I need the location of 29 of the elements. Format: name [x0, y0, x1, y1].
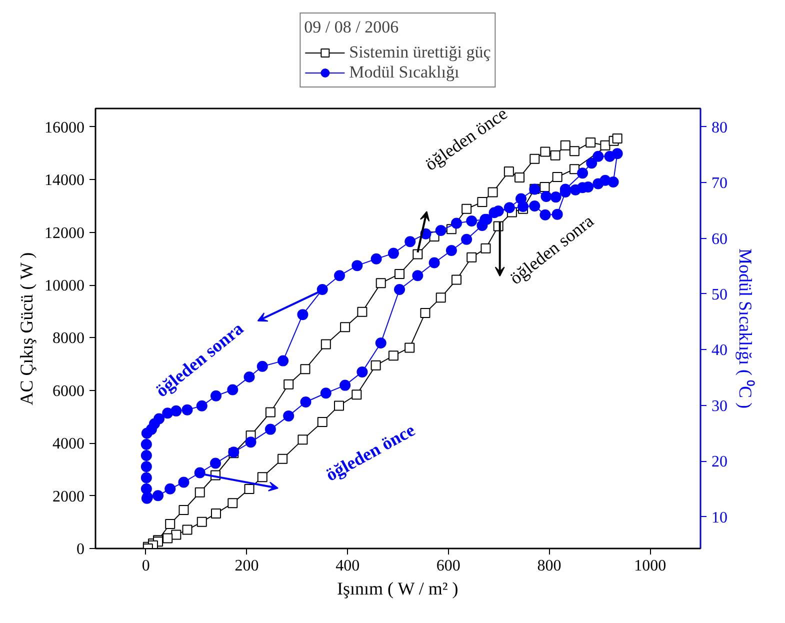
y-tick-label: 4000	[52, 436, 84, 453]
y2-tick-label: 10	[712, 509, 728, 526]
x-tick-label: 800	[537, 558, 562, 574]
y-tick-label: 0	[76, 541, 84, 558]
x-tick-label: 600	[436, 558, 460, 574]
legend-title: 09 / 08 / 2006	[304, 18, 400, 38]
x-tick-label: 0	[142, 558, 150, 574]
y-tick-label: 8000	[52, 330, 84, 348]
y2-tick-label: 60	[712, 230, 728, 248]
y2-axis-title: Modül Sıcaklığı ( ⁰C )	[736, 248, 756, 409]
x-tick-label: 1000	[634, 558, 666, 574]
legend-label: Modül Sıcaklığı	[349, 62, 460, 82]
x-axis-title: Işınım ( W / m² )	[337, 578, 458, 598]
y2-tick-label: 40	[712, 342, 728, 360]
y-axis-title: AC Çıkış Gücü ( W )	[16, 252, 36, 406]
y2-tick-label: 80	[712, 119, 728, 136]
y-tick-label: 6000	[52, 382, 84, 400]
y2-tick-label: 30	[712, 398, 728, 415]
y-tick-label: 16000	[44, 119, 84, 136]
legend-label: Sistemin ürettiği güç	[349, 42, 491, 62]
x-tick-label: 400	[336, 558, 360, 574]
y-tick-label: 10000	[44, 278, 84, 295]
y-tick-label: 14000	[44, 172, 84, 190]
y2-tick-label: 20	[712, 454, 728, 471]
y2-tick-label: 50	[712, 286, 728, 304]
y2-tick-label: 70	[712, 175, 728, 192]
x-tick-label: 200	[234, 558, 259, 574]
y-tick-label: 12000	[44, 224, 84, 242]
y-tick-label: 2000	[52, 488, 84, 506]
